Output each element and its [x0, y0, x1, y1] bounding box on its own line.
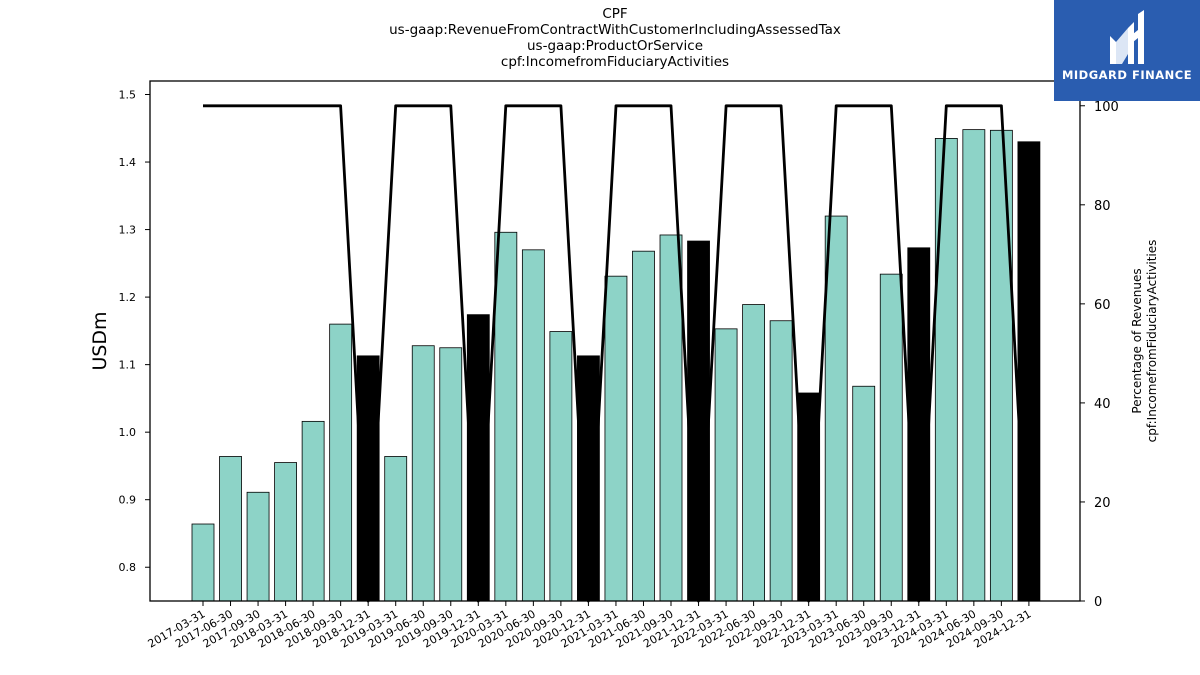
- bar-2022-06-30: [742, 304, 765, 602]
- y-axis-label: USDm: [89, 311, 111, 370]
- y-tick-label: 0.8: [119, 561, 137, 574]
- bar-2024-12-31: [1017, 141, 1041, 602]
- bar-2024-03-31: [934, 138, 958, 602]
- bar-2018-09-30: [329, 323, 353, 602]
- y-tick-label: 1.0: [119, 426, 137, 439]
- y2-axis-ticks: 0 20 40 60 80 100: [1080, 100, 1119, 610]
- y2-tick-label: 0: [1094, 595, 1102, 610]
- bar-2019-03-31: [384, 456, 408, 602]
- y-tick-label: 1.2: [119, 291, 137, 304]
- y-axis-ticks: 0.8 0.9 1.0 1.1 1.2 1.3 1.4 1.5: [119, 89, 150, 574]
- chart-title-line-2: us-gaap:RevenueFromContractWithCustomerI…: [389, 22, 841, 38]
- bar-2022-03-31: [714, 328, 738, 602]
- y2-axis-label-line-2: cpf:IncomefromFiduciaryActivities: [1145, 240, 1159, 443]
- x-axis-ticks: 2017-03-312017-06-302017-09-302018-03-31…: [146, 601, 1033, 651]
- y-tick-label: 1.4: [119, 156, 137, 169]
- bar-2024-06-30: [962, 129, 986, 602]
- brand-logo: MIDGARD FINANCE: [1054, 0, 1200, 101]
- y2-tick-label: 20: [1094, 496, 1111, 511]
- bar-2018-03-31: [274, 462, 297, 602]
- bar-2020-09-30: [549, 331, 573, 602]
- chart-title-line-3: us-gaap:ProductOrService: [526, 38, 704, 54]
- y-tick-label: 1.5: [119, 89, 137, 102]
- bar-2021-12-31: [687, 240, 710, 602]
- chart-title-line-1: CPF: [602, 6, 628, 22]
- chart-title: CPF us-gaap:RevenueFromContractWithCusto…: [365, 6, 865, 70]
- y2-tick-label: 60: [1094, 298, 1111, 313]
- bar-2021-09-30: [659, 234, 683, 602]
- bar-2023-12-31: [907, 247, 931, 602]
- bar-2023-06-30: [852, 385, 876, 602]
- bar-2019-09-30: [439, 347, 463, 602]
- bar-2022-09-30: [769, 320, 793, 602]
- bar-group: [191, 129, 1041, 602]
- bar-2017-03-31: [191, 523, 215, 602]
- bar-2019-06-30: [411, 345, 435, 602]
- y2-tick-label: 100: [1094, 100, 1119, 115]
- y2-tick-label: 80: [1094, 199, 1111, 214]
- bar-2020-06-30: [521, 249, 545, 602]
- chart-title-line-4: cpf:IncomefromFiduciaryActivities: [500, 54, 730, 70]
- bar-2023-03-31: [824, 215, 848, 602]
- midgard-logo-icon: [1110, 10, 1144, 64]
- y-tick-label: 1.3: [119, 224, 137, 237]
- plot-frame: [149, 80, 1081, 602]
- bar-2021-03-31: [604, 275, 628, 602]
- bar-2018-06-30: [301, 420, 325, 602]
- bar-2020-03-31: [494, 231, 518, 602]
- bar-2024-09-30: [989, 129, 1013, 602]
- y-tick-label: 1.1: [119, 359, 137, 372]
- logo-text: MIDGARD FINANCE: [1061, 68, 1193, 82]
- y-tick-label: 0.9: [119, 494, 137, 507]
- bar-2017-06-30: [219, 456, 242, 602]
- bar-2022-12-31: [797, 392, 821, 602]
- bar-2017-09-30: [246, 491, 270, 602]
- bar-2021-06-30: [632, 250, 655, 602]
- bar-2023-09-30: [879, 273, 903, 602]
- y2-axis-label-line-1: Percentage of Revenues: [1130, 268, 1144, 413]
- y2-tick-label: 40: [1094, 397, 1111, 412]
- percentage-line: [203, 104, 1031, 603]
- line-group: [203, 104, 1031, 603]
